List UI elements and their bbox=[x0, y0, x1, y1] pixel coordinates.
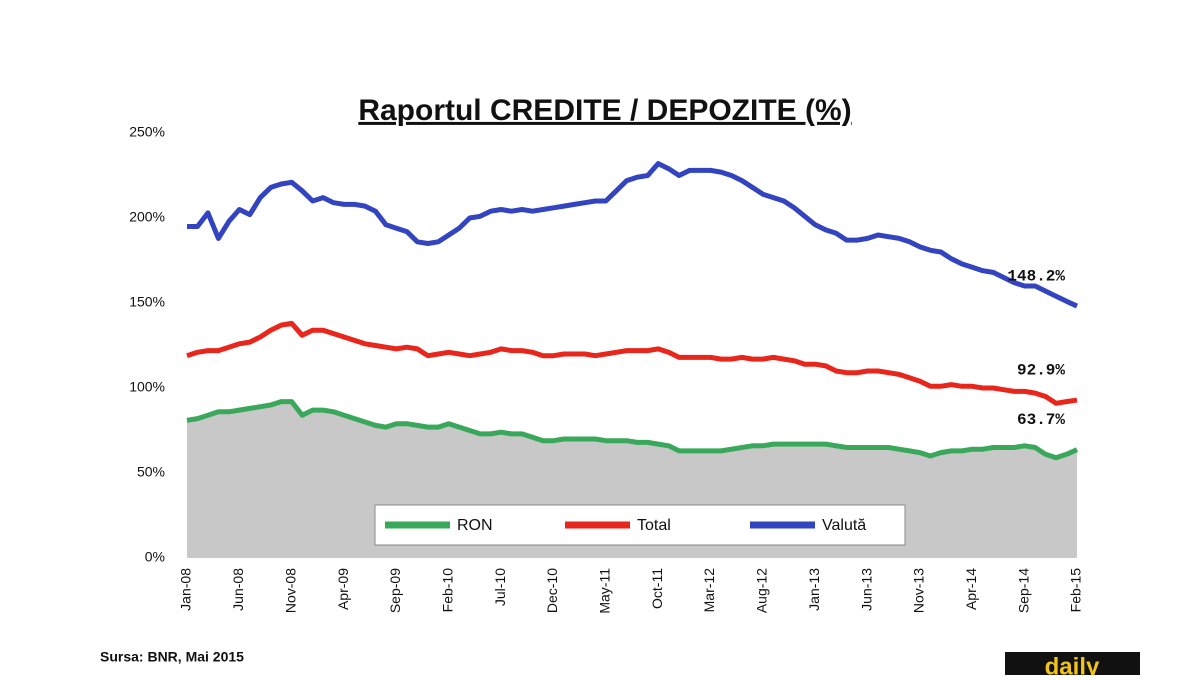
y-tick-label: 0% bbox=[145, 549, 165, 565]
x-tick-label: Sep-09 bbox=[387, 568, 403, 613]
legend-box bbox=[374, 504, 906, 546]
y-tick-label: 250% bbox=[129, 124, 165, 140]
x-tick-label: May-11 bbox=[597, 568, 613, 614]
x-tick-label: Jun-13 bbox=[858, 568, 874, 611]
data-label: 92.9% bbox=[1017, 361, 1065, 379]
line bbox=[186, 320, 1078, 406]
logo-box bbox=[1005, 652, 1140, 675]
source-note: Sursa: BNR, Mai 2015 bbox=[100, 649, 244, 665]
x-tick-label: Nov-13 bbox=[911, 568, 927, 613]
y-tick-label: 50% bbox=[137, 464, 165, 480]
legend-label: Valută bbox=[822, 517, 866, 534]
x-tick-label: Feb-15 bbox=[1068, 568, 1084, 613]
y-tick-label: 150% bbox=[129, 294, 165, 310]
x-tick-label: Oct-11 bbox=[649, 568, 665, 609]
x-tick-label: Jan-08 bbox=[178, 568, 194, 611]
x-tick-label: Apr-14 bbox=[963, 568, 979, 610]
x-tick-label: Jan-13 bbox=[806, 568, 822, 611]
x-tick-label: Jun-08 bbox=[230, 568, 246, 611]
x-tick-label: Sep-14 bbox=[1015, 568, 1031, 613]
x-tick-label: Nov-08 bbox=[282, 568, 298, 613]
y-tick-label: 100% bbox=[129, 379, 165, 395]
y-tick-label: 200% bbox=[129, 209, 165, 225]
legend-label: Total bbox=[637, 517, 671, 534]
x-tick-label: Apr-09 bbox=[335, 568, 351, 610]
chart-title: Raportul CREDITE / DEPOZITE (%) bbox=[358, 94, 851, 127]
x-tick-label: Dec-10 bbox=[544, 568, 560, 613]
legend-label: RON bbox=[457, 517, 493, 534]
x-tick-label: Jul-10 bbox=[492, 568, 508, 606]
line bbox=[186, 399, 1079, 461]
legend: RON Total Valută bbox=[385, 517, 866, 534]
line bbox=[187, 161, 1079, 309]
x-tick-label: Mar-12 bbox=[701, 568, 717, 613]
logo: daily bbox=[1045, 653, 1100, 675]
data-label: 148.2% bbox=[1007, 267, 1065, 285]
data-label: 63.7% bbox=[1017, 411, 1065, 429]
x-tick-label: Feb-10 bbox=[439, 568, 455, 613]
x-tick-label: Aug-12 bbox=[754, 568, 770, 613]
